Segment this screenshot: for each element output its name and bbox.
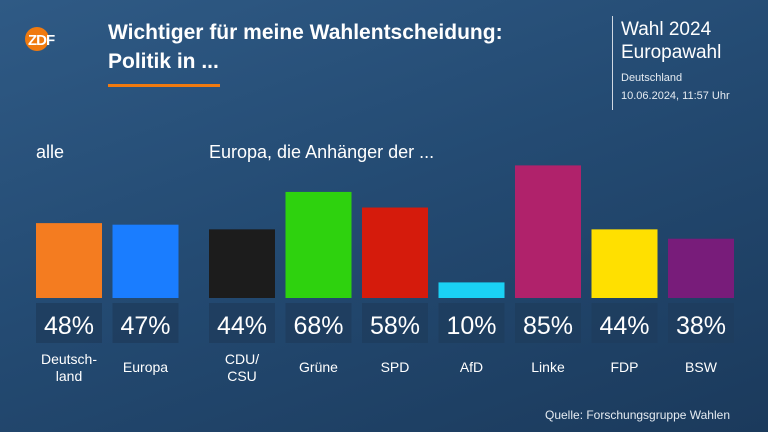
region-label: Deutschland	[621, 72, 683, 84]
value-label-cdu-csu: 44%	[217, 312, 267, 340]
value-label-deutsch-land: 48%	[44, 312, 94, 340]
category-label-deutsch-land: land	[56, 368, 82, 384]
timestamp: 10.06.2024, 11:57 Uhr	[621, 90, 730, 102]
value-box-fdp	[591, 303, 658, 343]
bar-europa	[112, 224, 179, 298]
value-label-linke: 85%	[523, 312, 573, 340]
title-line-1: Wichtiger für meine Wahlentscheidung:	[108, 21, 503, 44]
value-box-linke	[515, 303, 581, 343]
group-label-all: alle	[36, 142, 65, 162]
title-line-2: Politik in ...	[108, 50, 219, 73]
bar-fdp	[591, 229, 658, 298]
value-label-gr-ne: 68%	[293, 312, 343, 340]
value-label-spd: 58%	[370, 312, 420, 340]
category-label-bsw: BSW	[685, 359, 718, 375]
title-underline	[108, 84, 220, 87]
election-name: Europawahl	[621, 42, 722, 63]
value-box-gr-ne	[285, 303, 352, 343]
value-label-bsw: 38%	[676, 312, 726, 340]
bar-gr-ne	[285, 191, 352, 298]
bar-deutsch-land	[36, 223, 102, 298]
logo-text: ZDF	[28, 32, 55, 49]
value-box-europa	[112, 303, 179, 343]
bar-spd	[362, 207, 428, 298]
chart-title: Wichtiger für meine Wahlentscheidung: Po…	[108, 18, 598, 76]
bar-afd	[438, 282, 505, 298]
value-box-deutsch-land	[36, 303, 102, 343]
value-label-afd: 10%	[446, 312, 496, 340]
category-label-deutsch-land: Deutsch-	[41, 351, 97, 367]
header-divider	[612, 16, 613, 110]
category-label-afd: AfD	[460, 359, 483, 375]
bar-linke	[515, 165, 581, 298]
value-label-fdp: 44%	[599, 312, 649, 340]
category-label-fdp: FDP	[611, 359, 639, 375]
category-label-spd: SPD	[381, 359, 410, 375]
bar-bsw	[668, 238, 734, 298]
group-label-supporters: Europa, die Anhänger der ...	[209, 142, 435, 162]
zdf-logo: ZDF	[25, 27, 56, 51]
category-label-cdu-csu: CDU/	[225, 351, 259, 367]
category-label-gr-ne: Grüne	[299, 359, 338, 375]
value-box-spd	[362, 303, 428, 343]
bar-cdu-csu	[209, 229, 275, 298]
election-info: Wahl 2024 Europawahl Deutschland 10.06.2…	[621, 18, 730, 105]
election-year: Wahl 2024	[621, 19, 712, 40]
value-box-afd	[438, 303, 505, 343]
category-label-linke: Linke	[531, 359, 565, 375]
value-label-europa: 47%	[120, 312, 170, 340]
category-label-europa: Europa	[123, 359, 168, 375]
source-note: Quelle: Forschungsgruppe Wahlen	[545, 408, 730, 422]
category-label-cdu-csu: CSU	[227, 368, 257, 384]
value-box-cdu-csu	[209, 303, 275, 343]
value-box-bsw	[668, 303, 734, 343]
